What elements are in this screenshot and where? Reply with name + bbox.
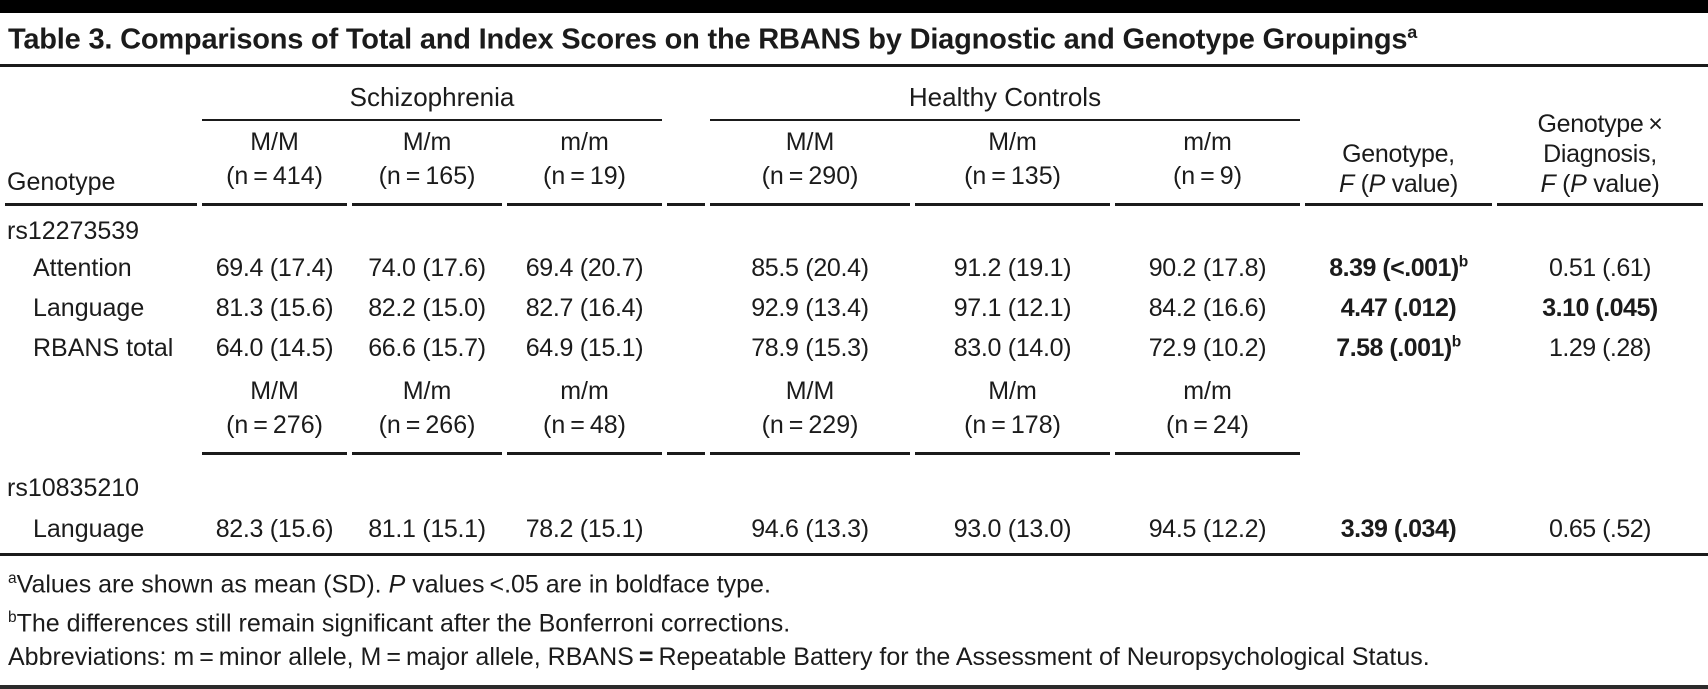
data-cell: 94.6 (13.3) [751, 514, 869, 543]
data-cell: 82.3 (15.6) [215, 514, 334, 543]
spacer-cell [667, 328, 705, 368]
data-cell: 74.0 (17.6) [368, 253, 486, 282]
data-cell: 78.9 (15.3) [751, 333, 869, 362]
spacer-cell [667, 505, 705, 553]
empty-cell [1497, 408, 1703, 455]
section-label: rs10835210 [7, 473, 140, 502]
footnotes: aValues are shown as mean (SD). P values… [0, 556, 1708, 685]
interaction-f-cell: 0.65 (.52) [1548, 514, 1652, 543]
column-header-allele: M/m [988, 376, 1037, 405]
data-cell: 83.0 (14.0) [953, 333, 1072, 362]
data-cell: 81.1 (15.1) [368, 514, 486, 543]
allele-header-row: M/M M/m m/m M/M M/m m/m [5, 121, 1703, 159]
data-cell: 84.2 (16.6) [1148, 293, 1267, 322]
column-header-n: (n = 229) [710, 408, 910, 455]
data-cell: 81.3 (15.6) [215, 293, 334, 322]
row-label: Attention [33, 253, 132, 282]
interaction-f-cell: 0.51 (.61) [1548, 253, 1652, 282]
footnote-a: aValues are shown as mean (SD). P values… [8, 569, 771, 598]
spacer-cell [667, 288, 705, 328]
section-label: rs12273539 [7, 216, 140, 245]
group-gap-spacer [667, 68, 705, 206]
column-header-n: (n = 48) [507, 408, 662, 455]
table-row-language-2: Language 82.3 (15.6) 81.1 (15.1) 78.2 (1… [5, 505, 1703, 553]
group-header-schizophrenia: Schizophrenia [202, 68, 662, 121]
row-label: Language [33, 514, 145, 543]
data-cell: 91.2 (19.1) [953, 253, 1072, 282]
column-header-n: (n = 266) [352, 408, 502, 455]
column-header-allele: m/m [560, 127, 609, 156]
table-title: Table 3. Comparisons of Total and Index … [0, 13, 1708, 67]
data-cell: 66.6 (15.7) [368, 333, 486, 362]
top-rule [0, 0, 1708, 13]
data-cell: 85.5 (20.4) [751, 253, 869, 282]
column-header-genotype: Genotype [5, 68, 197, 206]
data-cell: 92.9 (13.4) [751, 293, 869, 322]
data-cell: 69.4 (17.4) [215, 253, 334, 282]
table-row-attention: Attention 69.4 (17.4) 74.0 (17.6) 69.4 (… [5, 248, 1703, 288]
column-header-n: (n = 19) [507, 159, 662, 206]
row-label: RBANS total [33, 333, 174, 362]
interaction-f-cell: 1.29 (.28) [1548, 333, 1652, 362]
data-cell: 64.9 (15.1) [525, 333, 644, 362]
column-header-allele: m/m [1183, 376, 1232, 405]
column-header-n: (n = 290) [710, 159, 910, 206]
column-header-allele: M/M [785, 127, 835, 156]
column-header-genotype-f: Genotype, F (P value) [1305, 68, 1492, 206]
genotype-f-cell: 7.58 (.001)b [1336, 333, 1461, 362]
n-header-row: (n = 414) (n = 165) (n = 19) (n = 290) (… [5, 159, 1703, 206]
data-cell: 94.5 (12.2) [1148, 514, 1267, 543]
data-cell: 78.2 (15.1) [525, 514, 644, 543]
section-row-rs10835210: rs10835210 [5, 455, 1703, 505]
row-label: Language [33, 293, 145, 322]
column-header-allele: M/m [402, 376, 452, 405]
spacer-cell [667, 248, 705, 288]
table-row-rbans-total: RBANS total 64.0 (14.5) 66.6 (15.7) 64.9… [5, 328, 1703, 368]
column-header-allele: M/M [250, 376, 299, 405]
empty-cell [1497, 368, 1703, 408]
column-header-n: (n = 135) [915, 159, 1110, 206]
column-header-interaction-f: Genotype × Diagnosis, F (P value) [1497, 68, 1703, 206]
footnote-abbreviations: Abbreviations: m = minor allele, M = maj… [8, 643, 1430, 672]
data-cell: 64.0 (14.5) [215, 333, 334, 362]
data-cell: 82.2 (15.0) [368, 293, 486, 322]
data-cell: 69.4 (20.7) [525, 253, 644, 282]
empty-cell [5, 368, 197, 408]
table-row-language: Language 81.3 (15.6) 82.2 (15.0) 82.7 (1… [5, 288, 1703, 328]
data-cell: 97.1 (12.1) [953, 293, 1072, 322]
group-header-healthy-controls: Healthy Controls [710, 68, 1300, 121]
column-header-n: (n = 178) [915, 408, 1110, 455]
empty-cell [1305, 408, 1492, 455]
spacer-cell [667, 368, 705, 408]
column-header-n: (n = 414) [202, 159, 347, 206]
mid-n-header-row: (n = 276) (n = 266) (n = 48) (n = 229) (… [5, 408, 1703, 455]
interaction-f-cell: 3.10 (.045) [1542, 293, 1658, 322]
column-header-allele: m/m [560, 376, 609, 405]
mid-allele-header-row: M/M M/m m/m M/M M/m m/m [5, 368, 1703, 408]
data-cell: 82.7 (16.4) [525, 293, 644, 322]
footnote-b: bThe differences still remain significan… [8, 608, 791, 638]
column-header-n: (n = 24) [1115, 408, 1300, 455]
data-cell: 90.2 (17.8) [1148, 253, 1267, 282]
empty-cell [5, 408, 197, 455]
column-header-n: (n = 9) [1115, 159, 1300, 206]
column-header-allele: m/m [1183, 127, 1232, 156]
data-cell: 72.9 (10.2) [1148, 333, 1267, 362]
column-header-n: (n = 276) [202, 408, 347, 455]
genotype-f-cell: 3.39 (.034) [1340, 514, 1457, 543]
genotype-f-cell: 8.39 (<.001)b [1329, 253, 1468, 282]
rbans-comparison-table: Genotype Schizophrenia Healthy Controls … [0, 68, 1708, 556]
column-header-allele: M/m [988, 127, 1037, 156]
bottom-rule [0, 685, 1708, 689]
section-row-rs12273539: rs12273539 [5, 206, 1703, 248]
group-header-row: Genotype Schizophrenia Healthy Controls … [5, 68, 1703, 206]
spacer-cell [667, 408, 705, 455]
column-header-allele: M/M [785, 376, 835, 405]
column-header-allele: M/m [402, 127, 452, 156]
empty-cell [1305, 368, 1492, 408]
data-cell: 93.0 (13.0) [953, 514, 1072, 543]
genotype-f-cell: 4.47 (.012) [1340, 293, 1457, 322]
column-header-n: (n = 165) [352, 159, 502, 206]
column-header-allele: M/M [250, 127, 299, 156]
